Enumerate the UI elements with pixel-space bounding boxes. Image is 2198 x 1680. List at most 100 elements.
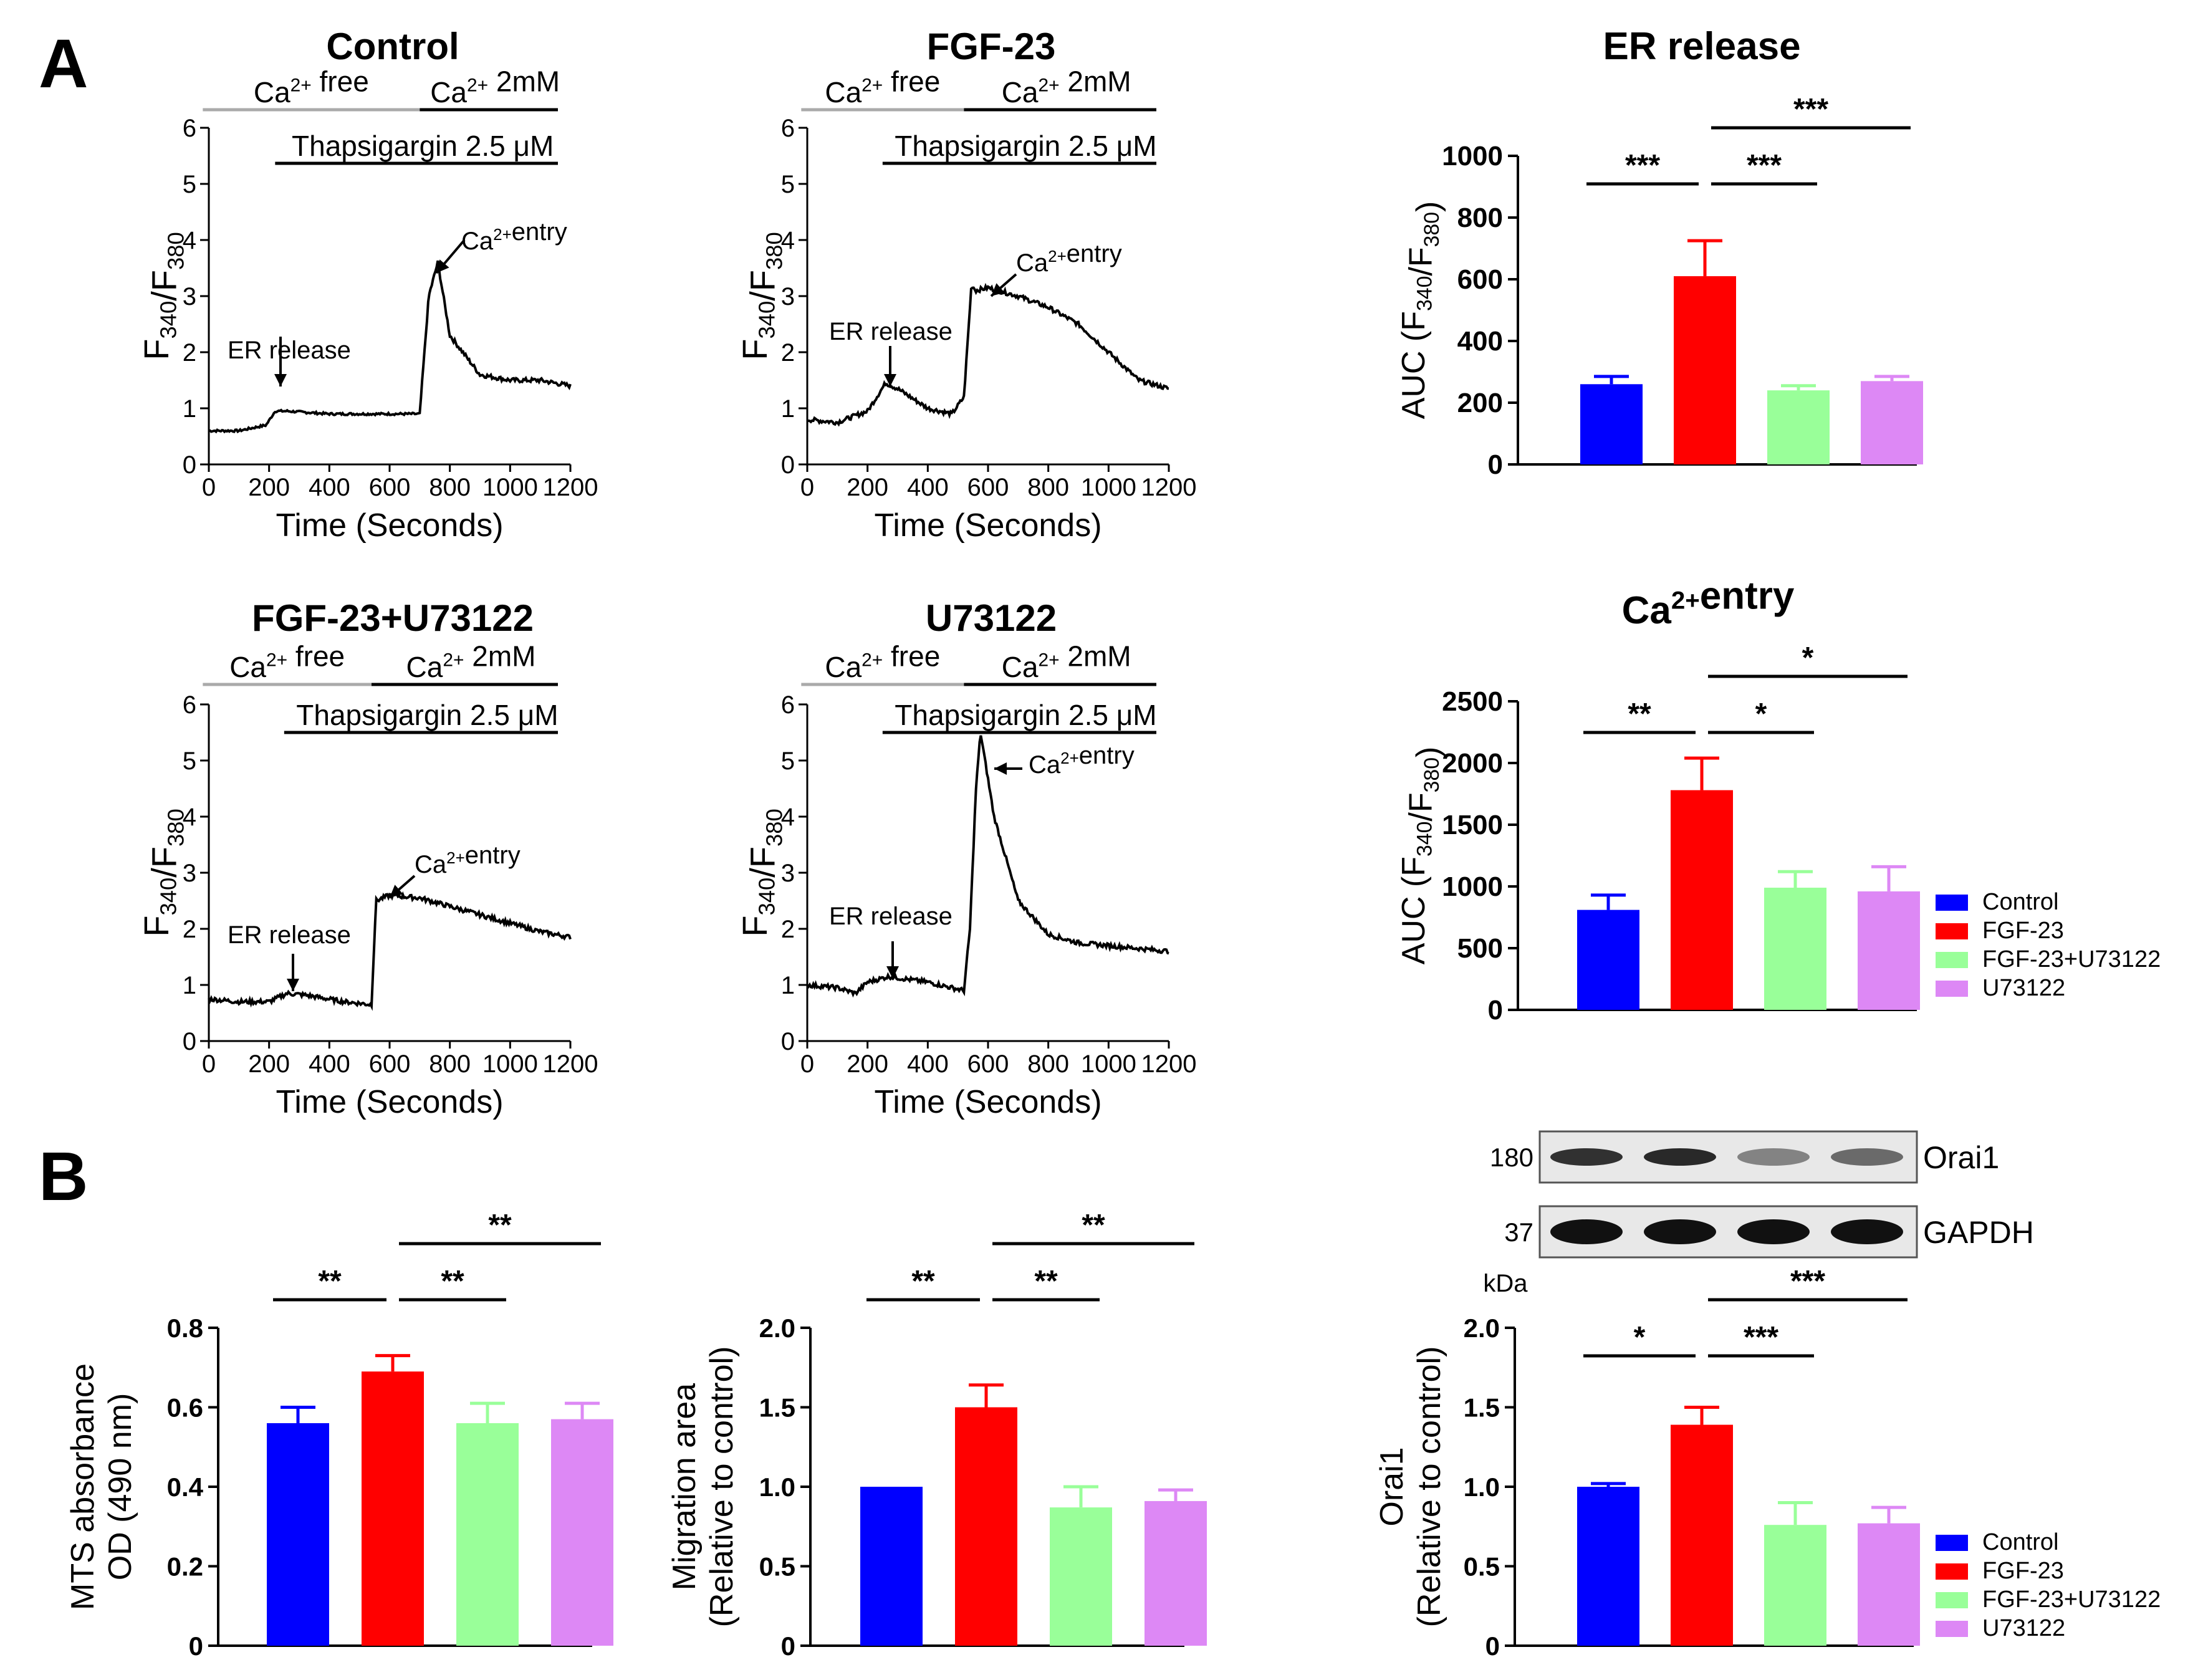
- y-tick-label: 1000: [1442, 141, 1503, 171]
- legend-swatch: [1936, 923, 1968, 939]
- ca-free-label: Ca2+ free: [254, 65, 369, 108]
- ca-entry-label: Ca2+entry: [1016, 240, 1122, 277]
- y-tick-label: 500: [1457, 933, 1503, 964]
- y-tick-label: 0: [1488, 449, 1503, 480]
- ca-entry-arrow: [388, 875, 416, 899]
- panel-label-b: B: [39, 1138, 88, 1215]
- bar-3: [456, 1423, 519, 1646]
- blot-protein-label: GAPDH: [1923, 1215, 2034, 1250]
- x-axis-label: Time (Seconds): [276, 507, 503, 544]
- bar-1: [1577, 1487, 1639, 1646]
- significance-label: **: [911, 1265, 935, 1298]
- y-axis-label: Migration area: [666, 1383, 703, 1590]
- significance-label: **: [488, 1209, 512, 1242]
- legend-label: FGF-23+U73122: [1982, 946, 2161, 972]
- arrow-head: [390, 885, 403, 898]
- x-tick-label: 1200: [1141, 474, 1197, 501]
- y-tick-label: 2500: [1442, 686, 1503, 717]
- y-tick-label: 4: [781, 804, 795, 831]
- x-tick-label: 1200: [1141, 1050, 1197, 1078]
- significance-label: **: [441, 1265, 464, 1298]
- y-tick-label: 6: [183, 115, 196, 142]
- x-tick-label: 800: [429, 1050, 471, 1078]
- y-tick-label: 1.5: [759, 1393, 795, 1423]
- x-tick-label: 1200: [543, 474, 598, 501]
- ca-entry-arrow: [994, 762, 1022, 775]
- bar-2: [362, 1371, 424, 1646]
- bar-panel-bar_orai1: 0 0.5 1.0 1.5 2.0 Orai1 (Relative to control) *…: [1374, 1265, 1920, 1661]
- y-axis-label: (Relative to control): [704, 1346, 740, 1628]
- y-tick-label: 2.0: [1464, 1313, 1500, 1343]
- y-tick-label: 1.5: [1464, 1393, 1500, 1423]
- y-tick-label: 800: [1457, 203, 1503, 233]
- y-tick-label: 0: [1488, 995, 1503, 1025]
- y-tick-label: 2: [781, 339, 795, 367]
- bar-1: [1580, 384, 1643, 464]
- er-release-label: ER release: [228, 337, 351, 364]
- bar-panel-bar_er_release: ER release 0 200 400 600 800 1000 AUC (F340/F38…: [1396, 25, 1923, 480]
- y-tick-label: 1.0: [1464, 1472, 1500, 1502]
- significance-label: *: [1802, 641, 1814, 674]
- arrow-head: [287, 979, 299, 991]
- trace-title: Control: [326, 26, 459, 67]
- y-tick-label: 0.2: [167, 1552, 203, 1582]
- y-tick-label: 4: [183, 804, 196, 831]
- er-release-label: ER release: [829, 318, 953, 345]
- significance-label: **: [318, 1265, 342, 1298]
- y-axis-label: (Relative to control): [1411, 1346, 1447, 1628]
- ca-2mm-label: Ca2+ 2mM: [430, 65, 560, 108]
- x-tick-label: 200: [847, 474, 888, 501]
- bar-2: [1674, 276, 1736, 464]
- y-tick-label: 1500: [1442, 810, 1503, 840]
- arrow-head: [884, 374, 896, 386]
- legend-swatch: [1936, 981, 1968, 997]
- y-tick-label: 4: [183, 227, 196, 254]
- bar-3: [1050, 1507, 1112, 1646]
- western-blot: 180 Orai1 37 GAPDH kDa: [1483, 1130, 2034, 1297]
- bar-4: [1145, 1500, 1207, 1646]
- blot-unit-label: kDa: [1483, 1270, 1528, 1297]
- x-tick-label: 400: [309, 474, 350, 501]
- significance-label: **: [1034, 1265, 1058, 1298]
- ca-2mm-label: Ca2+ 2mM: [406, 640, 536, 683]
- thapsigargin-label: Thapsigargin 2.5 μM: [895, 130, 1156, 162]
- significance-label: ***: [1744, 1321, 1778, 1354]
- x-tick-label: 0: [800, 474, 814, 501]
- trace-line: [806, 735, 1169, 998]
- legend-label: U73122: [1982, 975, 2065, 1001]
- bar-panel-bar_mts: 0 0.2 0.4 0.6 0.8 MTS absorbance OD (490 nm) **…: [65, 1209, 613, 1661]
- x-tick-label: 1000: [482, 474, 538, 501]
- panel-label-a: A: [39, 26, 88, 102]
- y-axis-label: Orai1: [1374, 1447, 1410, 1526]
- y-axis-label: OD (490 nm): [102, 1393, 138, 1581]
- y-tick-label: 5: [781, 747, 795, 775]
- y-tick-label: 0: [781, 451, 795, 479]
- y-tick-label: 3: [781, 860, 795, 887]
- y-axis-label: F340/F380: [137, 809, 189, 936]
- trace-line: [807, 282, 1169, 427]
- er-release-arrow: [287, 954, 299, 991]
- y-tick-label: 6: [183, 691, 196, 719]
- ca-free-label: Ca2+ free: [825, 640, 940, 683]
- y-tick-label: 400: [1457, 326, 1503, 357]
- x-tick-label: 1000: [1081, 474, 1136, 501]
- blot-band: [1644, 1219, 1716, 1244]
- ca-entry-arrow: [435, 239, 466, 274]
- er-release-arrow: [886, 941, 899, 979]
- x-tick-label: 1200: [543, 1050, 598, 1078]
- significance-label: ***: [1625, 149, 1660, 182]
- legend-swatch: [1936, 952, 1968, 968]
- legend-swatch: [1936, 1621, 1968, 1637]
- y-tick-label: 1: [183, 972, 196, 999]
- x-axis-label: Time (Seconds): [276, 1084, 503, 1120]
- arrow-head: [886, 966, 899, 979]
- y-axis-label: AUC (F340/F380): [1396, 747, 1446, 965]
- er-release-label: ER release: [228, 921, 351, 949]
- ca-entry-label: Ca2+entry: [461, 218, 567, 255]
- x-tick-label: 0: [800, 1050, 814, 1078]
- y-tick-label: 0: [781, 1631, 795, 1661]
- y-tick-label: 5: [183, 171, 196, 198]
